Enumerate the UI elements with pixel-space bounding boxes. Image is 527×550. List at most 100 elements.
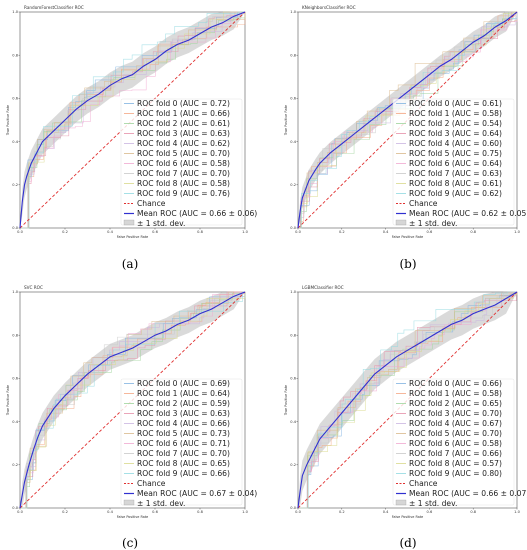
legend-label-chance: Chance bbox=[409, 199, 438, 208]
legend-swatch-band bbox=[395, 219, 407, 226]
roc-fold-7-line bbox=[298, 291, 517, 509]
x-tick-label: 0.0 bbox=[295, 230, 301, 234]
legend-label-fold-6: ROC fold 6 (AUC = 0.71) bbox=[137, 439, 230, 448]
legend-swatch-band bbox=[395, 499, 407, 506]
legend-label-fold-7: ROC fold 7 (AUC = 0.70) bbox=[137, 169, 230, 178]
y-tick-label: 0.0 bbox=[12, 226, 18, 230]
y-tick-label: 0.0 bbox=[12, 506, 18, 510]
roc-fold-4-line bbox=[298, 12, 518, 229]
y-tick-label: 0.4 bbox=[12, 420, 18, 424]
roc-fold-7-line bbox=[20, 11, 245, 229]
x-axis-label: False Positive Rate bbox=[392, 235, 424, 239]
legend-label-fold-1: ROC fold 1 (AUC = 0.58) bbox=[409, 389, 502, 398]
legend-label-chance: Chance bbox=[137, 199, 166, 208]
legend-label-fold-0: ROC fold 0 (AUC = 0.72) bbox=[137, 99, 230, 108]
y-tick-label: 0.6 bbox=[12, 377, 18, 381]
x-tick-label: 0.8 bbox=[470, 230, 476, 234]
panel-randomforest: RandomForestClassifier ROC 0.0 0.2 0.4 0.6 0.… bbox=[6, 5, 257, 239]
x-tick-label: 0.4 bbox=[107, 510, 113, 514]
legend-label-fold-9: ROC fold 9 (AUC = 0.66) bbox=[137, 469, 230, 478]
legend-label-fold-2: ROC fold 2 (AUC = 0.54) bbox=[409, 119, 502, 128]
roc-fold-6-line bbox=[20, 11, 245, 229]
y-tick-label: 0.2 bbox=[12, 183, 18, 187]
legend-label-chance: Chance bbox=[137, 479, 166, 488]
legend-label-fold-2: ROC fold 2 (AUC = 0.65) bbox=[409, 399, 502, 408]
roc-fold-9-line bbox=[20, 11, 245, 229]
chance-line bbox=[297, 291, 518, 509]
x-tick-label: 1.0 bbox=[514, 510, 520, 514]
legend-label-fold-5: ROC fold 5 (AUC = 0.70) bbox=[137, 149, 230, 158]
chance-line bbox=[297, 11, 518, 229]
x-tick-label: 0.2 bbox=[62, 510, 68, 514]
legend-label-fold-8: ROC fold 8 (AUC = 0.61) bbox=[409, 179, 502, 188]
y-tick-label: 1.0 bbox=[290, 290, 296, 294]
y-axis-label: True Positive Rate bbox=[284, 105, 288, 136]
legend-label-fold-1: ROC fold 1 (AUC = 0.58) bbox=[409, 109, 502, 118]
roc-fold-8-line bbox=[20, 292, 246, 509]
x-tick-label: 0.8 bbox=[197, 230, 203, 234]
roc-fold-9-line bbox=[298, 12, 518, 229]
x-tick-label: 0.2 bbox=[62, 230, 68, 234]
roc-fold-5-line bbox=[298, 12, 518, 229]
x-tick-label: 0.8 bbox=[197, 510, 203, 514]
x-tick-label: 0.0 bbox=[17, 230, 23, 234]
mean-roc-line bbox=[19, 291, 246, 509]
legend-label-fold-0: ROC fold 0 (AUC = 0.61) bbox=[409, 99, 502, 108]
y-tick-label: 1.0 bbox=[290, 10, 296, 14]
legend-label-band: ± 1 std. dev. bbox=[137, 499, 185, 508]
roc-fold-3-line bbox=[20, 291, 245, 509]
x-tick-label: 0.8 bbox=[470, 510, 476, 514]
y-tick-label: 0.6 bbox=[290, 377, 296, 381]
legend-label-fold-6: ROC fold 6 (AUC = 0.58) bbox=[137, 159, 230, 168]
legend-label-fold-4: ROC fold 4 (AUC = 0.67) bbox=[409, 419, 502, 428]
legend-label-fold-7: ROC fold 7 (AUC = 0.63) bbox=[409, 169, 502, 178]
panel-kneighbors: KNeighborsClassifier ROC 0.0 0.2 0.4 0.6 0.8 1… bbox=[284, 5, 527, 239]
x-tick-label: 1.0 bbox=[242, 510, 248, 514]
legend-label-band: ± 1 std. dev. bbox=[137, 219, 185, 228]
legend-label-fold-1: ROC fold 1 (AUC = 0.66) bbox=[137, 109, 230, 118]
x-tick-label: 0.0 bbox=[295, 510, 301, 514]
legend-swatch-band bbox=[123, 499, 135, 506]
legend-label-fold-9: ROC fold 9 (AUC = 0.80) bbox=[409, 469, 502, 478]
legend-label-fold-4: ROC fold 4 (AUC = 0.66) bbox=[137, 419, 230, 428]
y-tick-label: 0.2 bbox=[290, 463, 296, 467]
x-axis-label: False Positive Rate bbox=[117, 235, 149, 239]
x-tick-label: 0.4 bbox=[383, 510, 389, 514]
panel-lgbm: LGBMClassifier ROC 0.0 0.2 0.4 0.6 0.8 1.0 0.0 0… bbox=[284, 285, 527, 519]
legend-label-fold-2: ROC fold 2 (AUC = 0.61) bbox=[137, 119, 230, 128]
legend-label-fold-3: ROC fold 3 (AUC = 0.70) bbox=[409, 409, 502, 418]
x-tick-label: 0.6 bbox=[427, 510, 433, 514]
mean-roc-line bbox=[297, 291, 518, 509]
legend-box bbox=[120, 378, 243, 506]
chart-title: SVC ROC bbox=[24, 285, 43, 290]
y-tick-label: 0.6 bbox=[12, 97, 18, 101]
roc-fold-3-line bbox=[298, 291, 517, 509]
legend-label-fold-8: ROC fold 8 (AUC = 0.58) bbox=[137, 179, 230, 188]
x-tick-label: 0.0 bbox=[17, 510, 23, 514]
y-axis-label: True Positive Rate bbox=[6, 105, 10, 136]
y-tick-label: 0.8 bbox=[290, 53, 296, 57]
y-axis-label: True Positive Rate bbox=[6, 385, 10, 416]
roc-fold-8-line bbox=[20, 11, 245, 229]
legend-label-fold-0: ROC fold 0 (AUC = 0.66) bbox=[409, 379, 502, 388]
y-tick-label: 0.6 bbox=[290, 97, 296, 101]
roc-fold-3-line bbox=[20, 11, 245, 229]
roc-fold-0-line bbox=[298, 291, 517, 509]
legend-label-fold-8: ROC fold 8 (AUC = 0.65) bbox=[137, 459, 230, 468]
y-axis-label: True Positive Rate bbox=[284, 385, 288, 416]
legend-label-chance: Chance bbox=[409, 479, 438, 488]
y-tick-label: 0.0 bbox=[290, 226, 296, 230]
legend-label-fold-2: ROC fold 2 (AUC = 0.59) bbox=[137, 399, 230, 408]
mean-roc-line bbox=[19, 11, 246, 229]
legend-label-fold-6: ROC fold 6 (AUC = 0.58) bbox=[409, 439, 502, 448]
legend-box bbox=[120, 98, 243, 226]
legend-swatch-band bbox=[123, 219, 135, 226]
legend-label-fold-8: ROC fold 8 (AUC = 0.57) bbox=[409, 459, 502, 468]
legend-label-fold-6: ROC fold 6 (AUC = 0.64) bbox=[409, 159, 502, 168]
panel-letter-a: (a) bbox=[122, 257, 139, 271]
y-tick-label: 0.4 bbox=[12, 140, 18, 144]
x-axis-label: False Positive Rate bbox=[392, 515, 424, 519]
legend-label-band: ± 1 std. dev. bbox=[409, 499, 457, 508]
roc-fold-2-line bbox=[298, 11, 517, 229]
panel-letter-c: (c) bbox=[122, 536, 138, 550]
